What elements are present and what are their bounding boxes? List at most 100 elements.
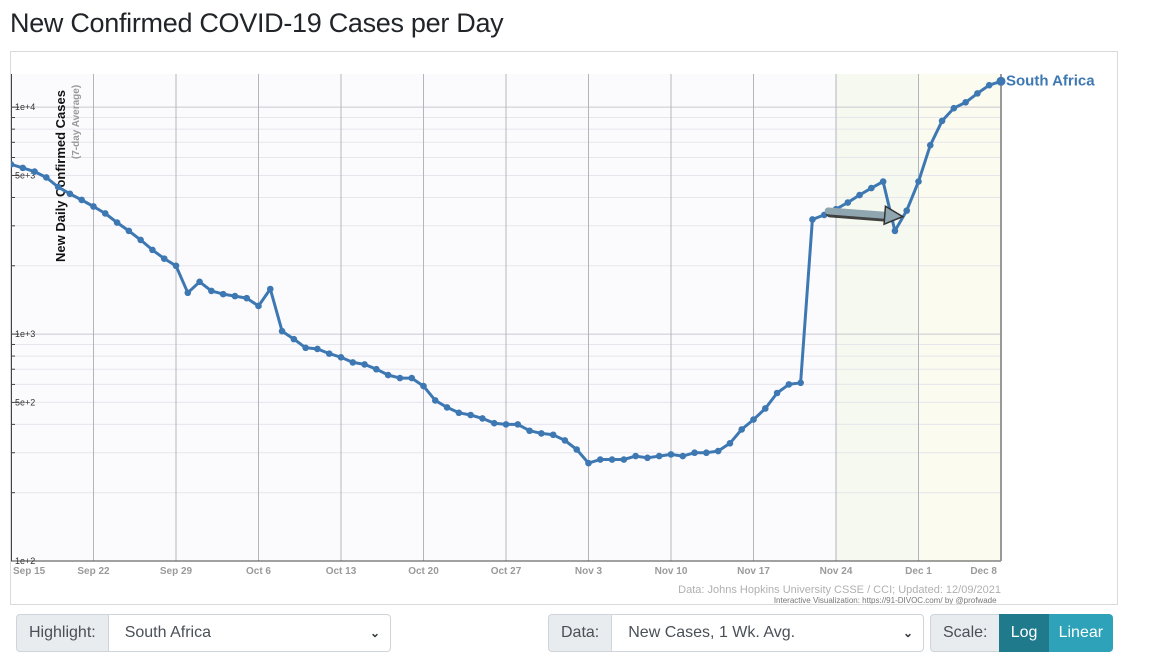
scale-log-button[interactable]: Log [999, 614, 1049, 652]
y-axis-label: New Daily Confirmed Cases [53, 90, 68, 262]
y-tick-label: 1e+2 [15, 556, 35, 566]
data-point [891, 227, 899, 235]
data-point [655, 452, 663, 460]
data-select[interactable]: New Cases, 1 Wk. Avg. ⌄ [611, 614, 924, 652]
y-tick-label: 5e+2 [15, 397, 35, 407]
data-point [54, 183, 62, 191]
y-tick-label: 1e+4 [15, 102, 35, 112]
chevron-down-icon: ⌄ [902, 626, 913, 640]
data-point [915, 178, 922, 185]
y-tick-label: 5e+3 [15, 170, 35, 180]
data-point [608, 456, 616, 463]
data-point [149, 246, 156, 254]
credit-note: Interactive Visualization: https://91-DI… [774, 596, 1002, 604]
data-point [926, 141, 934, 149]
page-title: New Confirmed COVID-19 Cases per Day [10, 8, 504, 38]
data-point [19, 164, 27, 172]
data-point [514, 421, 522, 428]
data-label: Data: [548, 614, 612, 652]
data-point [809, 216, 816, 223]
x-tick-label: Dec 8 [970, 566, 997, 577]
highlight-select-value: South Africa [124, 624, 211, 641]
data-point [561, 437, 569, 444]
data-point [431, 397, 439, 404]
data-point [868, 184, 875, 192]
data-point [408, 374, 416, 382]
data-point [302, 344, 309, 352]
x-tick-label: Sep 15 [13, 566, 46, 577]
data-point [773, 389, 781, 397]
data-point [667, 451, 675, 458]
data-point [11, 161, 15, 168]
data-point [726, 440, 734, 447]
x-tick-label: Oct 20 [408, 566, 439, 577]
x-tick-label: Oct 13 [326, 566, 357, 577]
source-notes: Data: Johns Hopkins University CSSE / CC… [678, 584, 1001, 604]
source-note: Data: Johns Hopkins University CSSE / CC… [678, 584, 1001, 596]
chart-frame: 1e+2 5e+2 1e+3 5e+3 1e+4 Sep 15 Sep 22 Sep 29 Oc… [10, 51, 1118, 605]
x-tick-label: Nov 24 [820, 566, 853, 577]
shaded-range [918, 74, 1001, 561]
chart-svg: 1e+2 5e+2 1e+3 5e+3 1e+4 Sep 15 Sep 22 Sep 29 Oc… [11, 52, 1117, 604]
data-point [962, 99, 969, 106]
data-point [137, 236, 144, 244]
data-control: Data: New Cases, 1 Wk. Avg. ⌄ [548, 614, 924, 652]
shaded-range [836, 74, 919, 561]
highlight-select[interactable]: South Africa ⌄ [107, 614, 391, 652]
data-point [78, 196, 86, 204]
series-end-marker [996, 76, 1006, 86]
data-point [632, 452, 639, 460]
data-point [585, 459, 592, 467]
data-point [290, 335, 298, 343]
data-point [596, 456, 604, 463]
y-axis-sublabel: (7-day Average) [71, 85, 82, 159]
y-tick-label: 1e+3 [15, 329, 35, 339]
data-point [903, 207, 911, 214]
data-point [231, 292, 239, 300]
data-point [714, 447, 722, 455]
data-point [573, 446, 581, 453]
scale-label: Scale: [930, 614, 1000, 652]
data-point [396, 374, 404, 382]
annotation-arrow [824, 205, 905, 226]
data-point [538, 430, 545, 437]
highlight-label: Highlight: [16, 614, 108, 652]
data-point [314, 345, 321, 353]
x-tick-label: Nov 17 [737, 566, 770, 577]
data-point [337, 354, 345, 361]
data-point [208, 287, 215, 295]
data-point [219, 290, 227, 298]
data-point [879, 178, 887, 185]
data-point [113, 219, 121, 226]
highlight-control: Highlight: South Africa ⌄ [16, 614, 391, 652]
data-point [31, 168, 38, 175]
data-point [184, 289, 192, 297]
chevron-down-icon: ⌄ [369, 626, 380, 640]
x-tick-label: Oct 6 [246, 566, 271, 577]
data-point [490, 419, 498, 427]
data-point [243, 294, 251, 302]
data-point [679, 452, 687, 460]
arrow-head [883, 205, 905, 226]
data-point [844, 199, 852, 206]
data-point [172, 262, 180, 270]
data-point [420, 382, 427, 390]
x-tick-label: Oct 27 [491, 566, 522, 577]
x-tick-label: Nov 10 [655, 566, 688, 577]
scale-linear-button[interactable]: Linear [1048, 614, 1113, 652]
data-point [644, 454, 651, 462]
data-point [66, 190, 74, 198]
data-point [761, 405, 769, 412]
data-point [785, 381, 793, 388]
axes: 1e+2 5e+2 1e+3 5e+3 1e+4 Sep 15 Sep 22 Sep 29 Oc… [11, 74, 1002, 577]
data-point [974, 90, 981, 97]
data-point [384, 371, 392, 379]
data-point [526, 427, 533, 435]
data-point [467, 411, 474, 419]
scale-control: Scale: Log Linear [930, 614, 1113, 652]
data-point [950, 104, 958, 112]
data-point [938, 117, 946, 125]
data-point [266, 285, 274, 293]
data-point [255, 302, 262, 310]
data-point [985, 81, 993, 89]
